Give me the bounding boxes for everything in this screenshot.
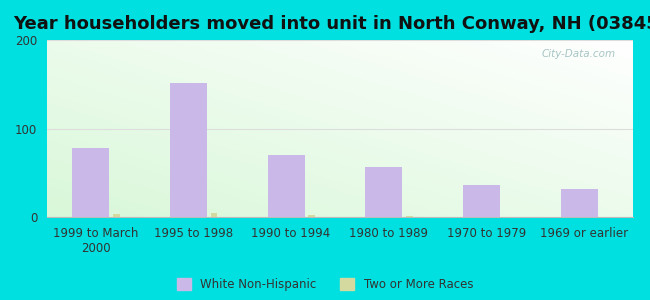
Legend: White Non-Hispanic, Two or More Races: White Non-Hispanic, Two or More Races	[177, 278, 473, 291]
Bar	[561, 189, 598, 217]
Bar	[406, 215, 413, 217]
Bar	[211, 213, 217, 217]
Text: City-Data.com: City-Data.com	[541, 49, 616, 59]
Bar	[72, 148, 109, 217]
Bar	[170, 82, 207, 217]
Bar	[113, 214, 120, 217]
Bar	[463, 184, 500, 217]
Title: Year householders moved into unit in North Conway, NH (03845): Year householders moved into unit in Nor…	[13, 15, 650, 33]
Bar	[268, 155, 305, 217]
Bar	[308, 214, 315, 217]
Bar	[365, 167, 402, 217]
